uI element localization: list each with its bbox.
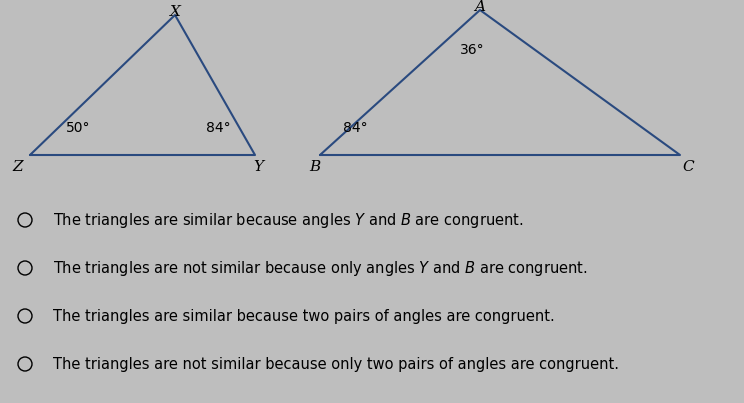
- Text: The triangles are similar because two pairs of angles are congruent.: The triangles are similar because two pa…: [53, 309, 555, 324]
- Text: 84°: 84°: [205, 121, 231, 135]
- Text: 84°: 84°: [343, 121, 368, 135]
- Text: The triangles are similar because angles $\mathit{Y}$ and $\mathit{B}$ are congr: The triangles are similar because angles…: [53, 210, 524, 229]
- Text: X: X: [170, 5, 181, 19]
- Text: The triangles are not similar because only two pairs of angles are congruent.: The triangles are not similar because on…: [53, 357, 619, 372]
- Text: Z: Z: [13, 160, 23, 174]
- Text: 50°: 50°: [65, 121, 90, 135]
- Text: The triangles are not similar because only angles $\mathit{Y}$ and $\mathit{B}$ : The triangles are not similar because on…: [53, 258, 588, 278]
- Text: B: B: [310, 160, 321, 174]
- Text: 36°: 36°: [460, 43, 484, 57]
- Text: C: C: [682, 160, 694, 174]
- Text: Y: Y: [253, 160, 263, 174]
- Text: A: A: [475, 0, 486, 14]
